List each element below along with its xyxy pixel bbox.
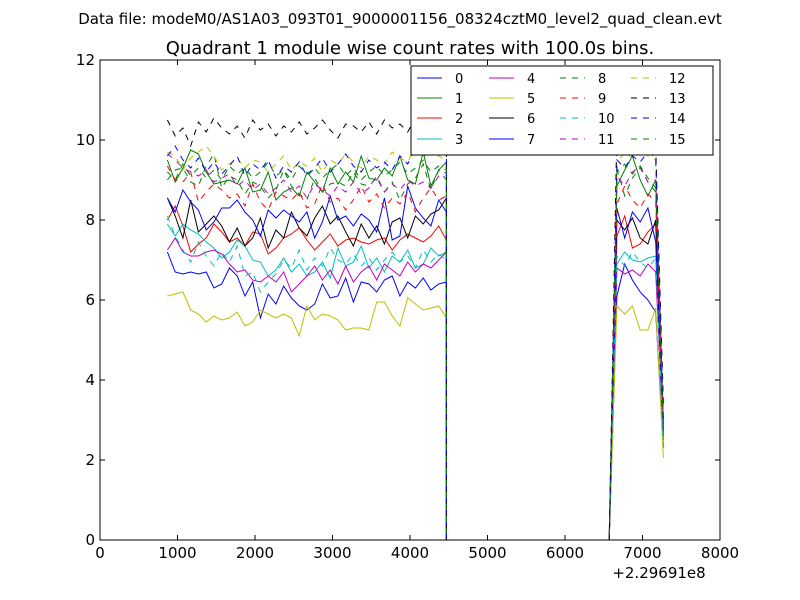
x-tick-label: 5000: [468, 544, 506, 562]
legend-label-3: 3: [455, 133, 463, 148]
legend-label-12: 12: [669, 72, 686, 87]
legend-label-10: 10: [598, 112, 615, 127]
legend-label-0: 0: [455, 72, 463, 87]
y-tick-label: 2: [85, 451, 95, 469]
legend-label-9: 9: [598, 92, 606, 107]
axes-frame: [99, 59, 721, 541]
y-tick-label: 6: [85, 291, 95, 309]
x-tick-label: 8000: [701, 544, 739, 562]
x-tick-label: 3000: [313, 544, 351, 562]
y-tick-label: 0: [85, 531, 95, 549]
series-line-11: [167, 153, 664, 541]
y-tick-label: 4: [85, 371, 95, 389]
legend-label-1: 1: [455, 92, 463, 107]
legend-label-2: 2: [455, 112, 463, 127]
x-tick-label: 0: [95, 544, 105, 562]
chart-title: Quadrant 1 module wise count rates with …: [166, 38, 655, 59]
legend-label-4: 4: [527, 72, 535, 87]
legend-label-15: 15: [669, 133, 686, 148]
legend-label-8: 8: [598, 72, 606, 87]
x-tick-label: 4000: [391, 544, 429, 562]
figure-suptitle: Data file: modeM0/AS1A03_093T01_90000011…: [78, 10, 722, 29]
x-tick-label: 6000: [546, 544, 584, 562]
legend-label-11: 11: [598, 133, 615, 148]
legend-label-5: 5: [527, 92, 535, 107]
legend-label-13: 13: [669, 92, 686, 107]
legend-label-6: 6: [527, 112, 535, 127]
x-offset-label: +2.29691e8: [612, 564, 705, 582]
x-tick-label: 1000: [158, 544, 196, 562]
legend-label-14: 14: [669, 112, 686, 127]
axes-ticks: 0 1000 2000 3000 4000 5000 6000 7000 80000246810…: [76, 51, 739, 562]
y-tick-label: 10: [76, 131, 95, 149]
y-tick-label: 8: [85, 211, 95, 229]
x-tick-label: 7000: [623, 544, 661, 562]
x-tick-label: 2000: [236, 544, 274, 562]
legend-label-7: 7: [527, 133, 535, 148]
legend-frame: [410, 65, 714, 156]
y-tick-label: 12: [76, 51, 95, 69]
